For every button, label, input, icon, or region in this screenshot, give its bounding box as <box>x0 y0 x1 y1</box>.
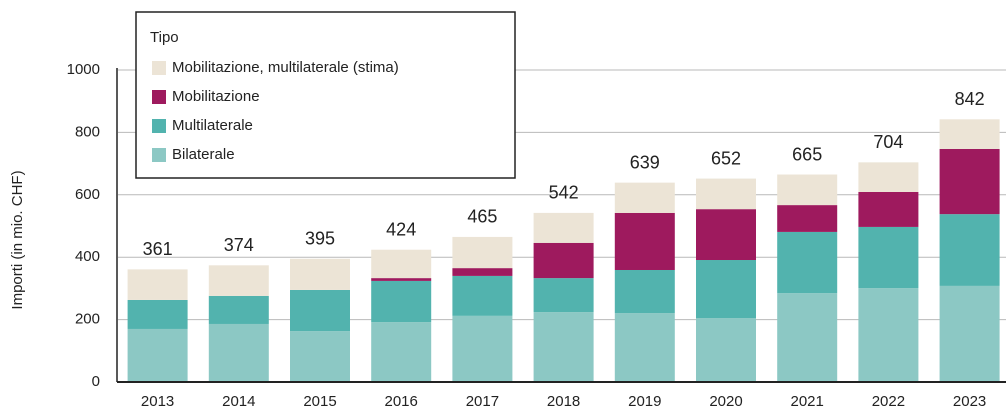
y-tick-label: 200 <box>75 311 100 328</box>
bar-segment <box>777 293 838 382</box>
bar-segment <box>127 269 188 300</box>
legend-swatch <box>152 90 166 104</box>
bar-segment <box>533 212 594 243</box>
bar-segment <box>858 226 919 289</box>
total-label: 465 <box>467 207 497 227</box>
legend-label: Multilaterale <box>172 117 253 134</box>
bar-segment <box>777 231 838 294</box>
bar-segment <box>939 214 1000 286</box>
bar-segment <box>290 331 350 382</box>
x-tick-label: 2020 <box>709 393 742 410</box>
x-tick-label: 2022 <box>872 393 905 410</box>
x-tick-label: 2014 <box>222 393 255 410</box>
legend: Tipo Mobilitazione, multilaterale (stima… <box>135 11 516 179</box>
total-label: 842 <box>955 89 985 109</box>
total-label: 395 <box>305 229 335 249</box>
bar-segment <box>290 258 350 290</box>
bar-segment <box>371 278 432 281</box>
bar-segment <box>127 299 188 329</box>
bar-segment <box>533 242 594 279</box>
bar-segment <box>533 312 594 382</box>
x-tick-label: 2013 <box>141 393 174 410</box>
y-tick-label: 800 <box>75 123 100 140</box>
total-label: 652 <box>711 148 741 168</box>
total-label: 704 <box>873 132 903 152</box>
bar-segment <box>777 205 838 232</box>
total-label: 542 <box>549 183 579 203</box>
bar-segment <box>614 212 675 270</box>
x-tick-label: 2015 <box>303 393 336 410</box>
bar-segment <box>858 191 919 227</box>
total-label: 424 <box>386 219 416 239</box>
bar-segment <box>939 119 1000 149</box>
bar-segment <box>939 285 1000 382</box>
bar-segment <box>696 209 756 261</box>
bar-segment <box>858 288 919 382</box>
bar-segment <box>452 315 513 382</box>
total-label: 374 <box>224 235 254 255</box>
bar-segment <box>533 278 594 313</box>
legend-swatch <box>152 119 166 133</box>
x-tick-label: 2017 <box>466 393 499 410</box>
y-axis-label: Importi (in mio. CHF) <box>9 170 26 309</box>
bar-segment <box>127 328 188 382</box>
y-tick-label: 0 <box>92 373 100 390</box>
bar-segment <box>290 289 350 332</box>
bar-segment <box>696 318 756 382</box>
plot: 0 200 400 600 800 1000 361 2013 374 2014 395 2015 42… <box>67 61 1006 410</box>
legend-label: Mobilitazione, multilaterale (stima) <box>172 59 399 76</box>
legend-swatch <box>152 148 166 162</box>
bar-segment <box>452 236 513 269</box>
bar-segment <box>777 174 838 206</box>
bar-segment <box>208 323 269 382</box>
bar-segment <box>208 265 269 296</box>
bar-segment <box>858 162 919 192</box>
bar-segment <box>371 322 432 382</box>
legend-label: Bilaterale <box>172 146 235 163</box>
bar-segment <box>696 260 756 319</box>
bar-segment <box>371 249 432 279</box>
x-tick-label: 2019 <box>628 393 661 410</box>
total-label: 639 <box>630 152 660 172</box>
total-label: 361 <box>143 239 173 259</box>
legend-swatch <box>152 61 166 75</box>
x-tick-label: 2023 <box>953 393 986 410</box>
total-label: 665 <box>792 144 822 164</box>
y-tick-label: 400 <box>75 248 100 265</box>
bar-segment <box>371 280 432 323</box>
legend-title: Tipo <box>150 29 179 46</box>
bar-segment <box>614 182 675 213</box>
x-tick-label: 2018 <box>547 393 580 410</box>
bar-segment <box>614 313 675 382</box>
bar-segment <box>452 275 513 316</box>
legend-label: Mobilitazione <box>172 88 260 105</box>
y-tick-label: 600 <box>75 186 100 203</box>
bar-segment <box>614 269 675 314</box>
x-tick-label: 2016 <box>385 393 418 410</box>
bar-segment <box>208 295 269 324</box>
bar-segment <box>452 268 513 276</box>
bar-segment <box>939 148 1000 215</box>
legend-box <box>135 11 516 179</box>
x-tick-label: 2021 <box>791 393 824 410</box>
bar-segment <box>696 178 756 210</box>
y-tick-label: 1000 <box>67 61 100 78</box>
